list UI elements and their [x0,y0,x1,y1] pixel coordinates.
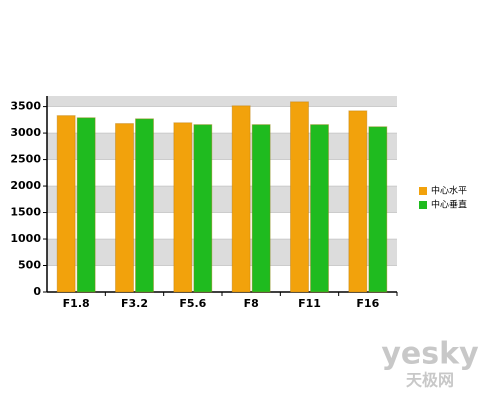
bar [135,118,154,293]
legend-swatch [419,201,427,209]
bar [56,115,76,293]
bar [173,122,193,293]
x-tick-label: F8 [244,297,259,310]
y-tick-label: 1500 [10,206,41,219]
bar [251,124,271,293]
x-tick-label: F3.2 [121,297,148,310]
legend-label: 中心水平 [431,185,467,197]
plot-band [47,96,397,107]
bar [76,117,96,293]
y-tick-label: 1000 [10,232,41,245]
y-tick-label: 2500 [10,153,41,166]
watermark-brand: yesky [381,337,479,372]
bar [231,105,251,293]
watermark-site: 天极网 [406,371,454,390]
bar [310,124,329,293]
bar [368,126,388,293]
plot-band [47,186,397,213]
plot-band [47,133,397,160]
y-tick-label: 0 [33,285,41,298]
bar [115,123,134,293]
x-tick-label: F5.6 [179,297,206,310]
legend-label: 中心垂直 [431,199,467,211]
y-tick-label: 500 [18,259,41,272]
bar [290,101,309,293]
bar [193,124,213,293]
y-tick-label: 3000 [10,126,41,139]
x-tick-label: F1.8 [63,297,90,310]
x-tick-label: F11 [298,297,321,310]
bar [348,110,368,293]
plot-band [47,239,397,266]
legend-swatch [419,187,427,195]
y-tick-label: 3500 [10,100,41,113]
y-tick-label: 2000 [10,179,41,192]
x-tick-label: F16 [356,297,379,310]
